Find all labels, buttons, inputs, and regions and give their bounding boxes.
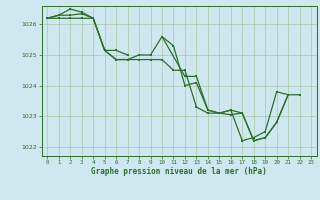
- X-axis label: Graphe pression niveau de la mer (hPa): Graphe pression niveau de la mer (hPa): [91, 167, 267, 176]
